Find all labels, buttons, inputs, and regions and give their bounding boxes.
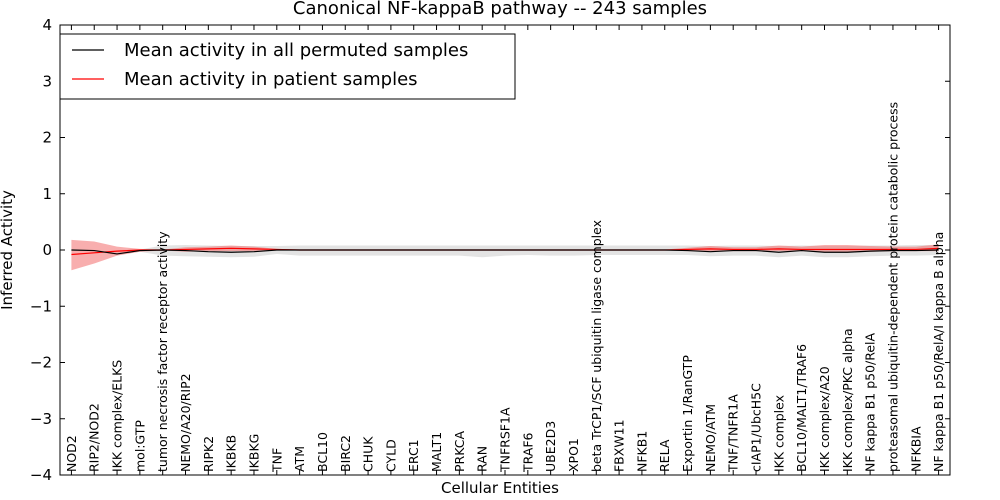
x-tick-label: FBXW11 <box>612 419 627 472</box>
series-line-permuted-samples <box>71 249 939 255</box>
y-tick-label: 1 <box>42 185 52 203</box>
x-tick-label: NEMO/ATM <box>703 404 718 472</box>
x-tick-label: NF kappa B1 p50/RelA/I kappa B alpha <box>931 232 946 472</box>
x-tick-label: RAN <box>475 446 490 472</box>
band-patient-samples <box>71 239 939 271</box>
x-tick-label: NOD2 <box>64 435 79 472</box>
y-tick-label: 3 <box>42 72 52 90</box>
x-tick-label: mol:GTP <box>132 420 147 472</box>
x-tick-label: TNFRSF1A <box>498 407 513 473</box>
x-tick-label: IKK complex/ELKS <box>110 360 125 472</box>
x-tick-label: Exportin 1/RanGTP <box>680 355 695 472</box>
legend: Mean activity in all permuted samples Me… <box>59 33 516 100</box>
legend-frame <box>59 33 516 100</box>
x-tick-label: beta TrCP1/SCF ubiquitin ligase complex <box>589 220 604 472</box>
y-tick-label: 0 <box>42 241 52 259</box>
x-tick-label: IKK complex/A20 <box>817 366 832 472</box>
x-tick-label: CHUK <box>361 436 376 472</box>
x-tick-label: TRAF6 <box>520 432 535 473</box>
plot-area <box>71 239 939 271</box>
y-tick-label: −1 <box>30 297 52 315</box>
legend-entry-patient: Mean activity in patient samples <box>124 69 418 90</box>
x-tick-label: CYLD <box>383 439 398 472</box>
x-tick-label: IKBKB <box>224 435 239 472</box>
x-axis-label: Cellular Entities <box>441 479 559 497</box>
y-tick-label: 2 <box>42 129 52 147</box>
x-tick-label: ERC1 <box>406 439 421 472</box>
x-tick-label: BIRC2 <box>338 435 353 472</box>
y-tick-label: −2 <box>30 354 52 372</box>
x-tick-label: proteasomal ubiquitin-dependent protein … <box>885 102 900 472</box>
x-tick-label: RELA <box>657 439 672 472</box>
x-tick-label: XPO1 <box>566 438 581 472</box>
x-tick-label: TNF <box>269 448 284 473</box>
x-tick-label: PRKCA <box>452 431 467 472</box>
x-tick-label: MALT1 <box>429 432 444 472</box>
x-tick-label: cIAP1/UbcH5C <box>749 383 764 472</box>
legend-entry-permuted: Mean activity in all permuted samples <box>124 40 468 61</box>
chart-title: Canonical NF-kappaB pathway -- 243 sampl… <box>293 0 707 19</box>
x-tick-label: TNF/TNFR1A <box>726 394 741 473</box>
axes: 4 3 2 1 0 −1 −2 −3 −4 NOD2 RIP2/NOD2 IKK complex/EL… <box>30 16 951 484</box>
x-tick-label: UBE2D3 <box>543 421 558 472</box>
x-tick-label: ATM <box>292 446 307 472</box>
x-tick-label: IKK complex/PKC alpha <box>840 328 855 472</box>
x-tick-label: NFKBIA <box>908 426 923 472</box>
y-tick-label: −3 <box>30 410 52 428</box>
y-axis-label: Inferred Activity <box>0 190 16 310</box>
x-tick-label: BCL10/MALT1/TRAF6 <box>794 344 809 472</box>
y-tick-label: 4 <box>42 16 52 34</box>
x-tick-label: RIPK2 <box>201 436 216 472</box>
y-tick-label: −4 <box>30 466 52 484</box>
x-tick-label: NEMO/A20/RIP2 <box>178 373 193 472</box>
x-tick-label: NFKB1 <box>634 431 649 472</box>
x-tick-label: BCL10 <box>315 432 330 472</box>
x-tick-label: NF kappa B1 p50/RelA <box>863 332 878 472</box>
x-tick-label: IKK complex <box>771 395 786 472</box>
x-tick-label: IKBKG <box>246 434 261 472</box>
x-tick-label: RIP2/NOD2 <box>87 403 102 472</box>
x-tick-label: tumor necrosis factor receptor activity <box>155 231 170 472</box>
